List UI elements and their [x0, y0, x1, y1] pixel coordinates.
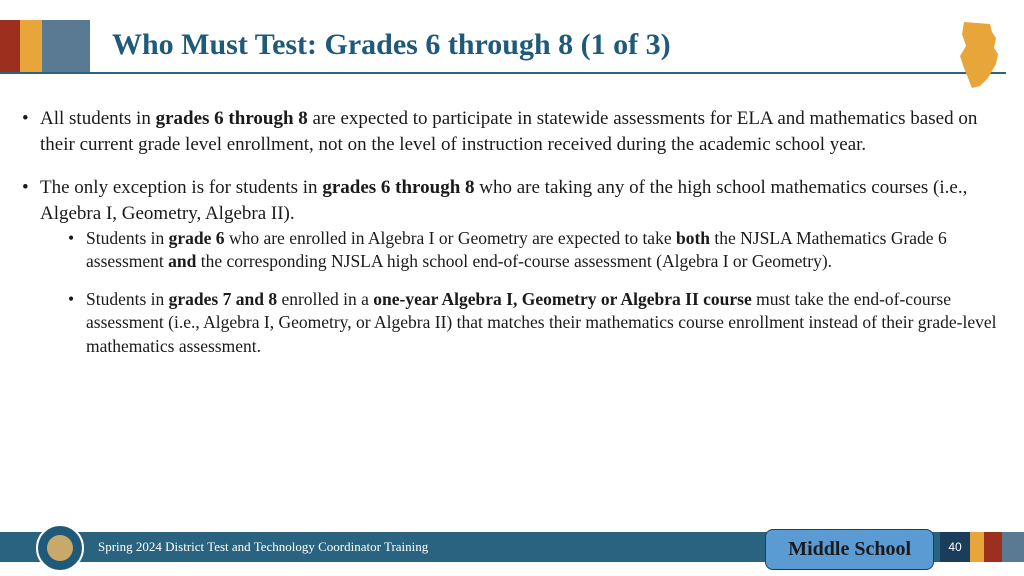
text: the corresponding NJSLA high school end-… — [196, 251, 832, 271]
bold: grades 7 and 8 — [169, 289, 277, 309]
slide-title: Who Must Test: Grades 6 through 8 (1 of … — [0, 28, 1024, 62]
slide-header: Who Must Test: Grades 6 through 8 (1 of … — [0, 28, 1024, 62]
nj-seal-icon — [36, 524, 84, 572]
bold: both — [676, 228, 710, 248]
bold: grades 6 through 8 — [322, 177, 474, 198]
text: Students in — [86, 228, 169, 248]
seal-inner — [47, 535, 73, 561]
text: All students in — [40, 108, 156, 129]
section-badge: Middle School — [765, 529, 934, 570]
bullet-1: All students in grades 6 through 8 are e… — [22, 106, 1002, 157]
text: The only exception is for students in — [40, 177, 322, 198]
text: who are enrolled in Algebra I or Geometr… — [225, 228, 676, 248]
footer-accent-stripes — [970, 532, 1024, 562]
page-number: 40 — [940, 532, 970, 562]
text: enrolled in a — [277, 289, 373, 309]
text: Students in — [86, 289, 169, 309]
sub-bullet-1: Students in grade 6 who are enrolled in … — [68, 227, 1002, 274]
stripe-gold — [970, 532, 984, 562]
slide-body: All students in grades 6 through 8 are e… — [22, 106, 1002, 377]
stripe-blue — [1002, 532, 1024, 562]
sub-bullet-2: Students in grades 7 and 8 enrolled in a… — [68, 288, 1002, 359]
footer-text: Spring 2024 District Test and Technology… — [98, 539, 428, 555]
bold: grade 6 — [169, 228, 225, 248]
title-underline — [0, 72, 1006, 74]
bold: and — [168, 251, 196, 271]
bold: grades 6 through 8 — [156, 108, 308, 129]
bullet-2: The only exception is for students in gr… — [22, 175, 1002, 358]
stripe-red — [984, 532, 1002, 562]
bold: one-year Algebra I, Geometry or Algebra … — [373, 289, 751, 309]
nj-state-icon — [950, 20, 1006, 90]
